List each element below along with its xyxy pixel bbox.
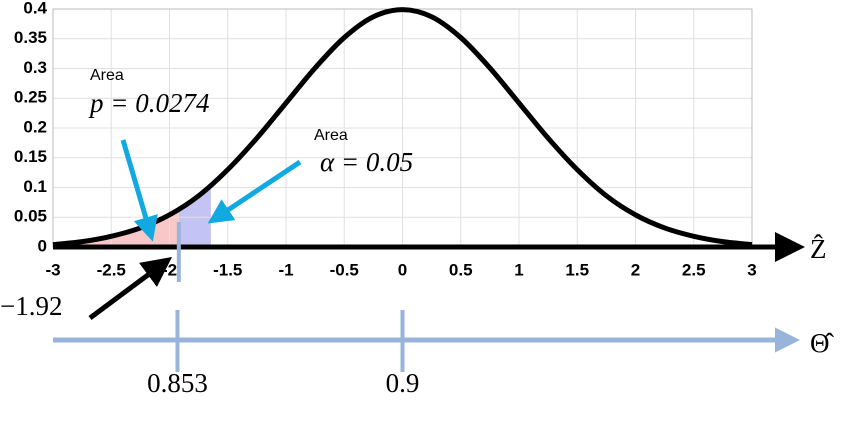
arrow [88,257,173,321]
y-tick-label: 0.35 [14,28,47,47]
z-axis-label: Ẑ [810,234,827,264]
y-tick-label: 0.15 [14,147,47,166]
arrow [207,159,302,224]
y-tick-label: 0.1 [23,177,47,196]
y-tick-label: 0.4 [23,0,47,17]
y-tick-label: 0.25 [14,88,47,107]
y-tick-label: 0.3 [23,58,47,77]
annotation-title: Area [90,67,124,84]
annotation-title: Area [314,127,348,144]
arrow [120,139,158,242]
annotation: p = 0.0274 [88,88,209,118]
y-tick-label: 0 [38,236,47,255]
y-tick-label: 0.2 [23,117,47,136]
x-tick-label: 2 [631,260,640,279]
density-curve [52,7,753,248]
theta-axis-label: Θ̂ [810,328,834,358]
x-tick-label: 2.5 [682,260,706,279]
x-tick-label: -3 [45,260,60,279]
x-tick-label: 0 [398,260,407,279]
x-tick-label: -1 [278,260,293,279]
x-tick-label: -1.5 [213,260,242,279]
shaded-region [178,184,211,247]
z-marker-label: −1.92 [0,291,62,321]
y-tick-label: 0.05 [14,207,47,226]
theta-tick-label: 0.853 [147,368,208,398]
x-tick-label: 1 [514,260,523,279]
annotation: α = 0.05 [320,147,413,177]
x-tick-label: 0.5 [449,260,473,279]
x-tick-label: -2.5 [97,260,126,279]
x-tick-label: 1.5 [565,260,589,279]
x-tick-label: 3 [747,260,756,279]
theta-tick-label: 0.9 [386,368,420,398]
x-tick-label: -0.5 [330,260,359,279]
